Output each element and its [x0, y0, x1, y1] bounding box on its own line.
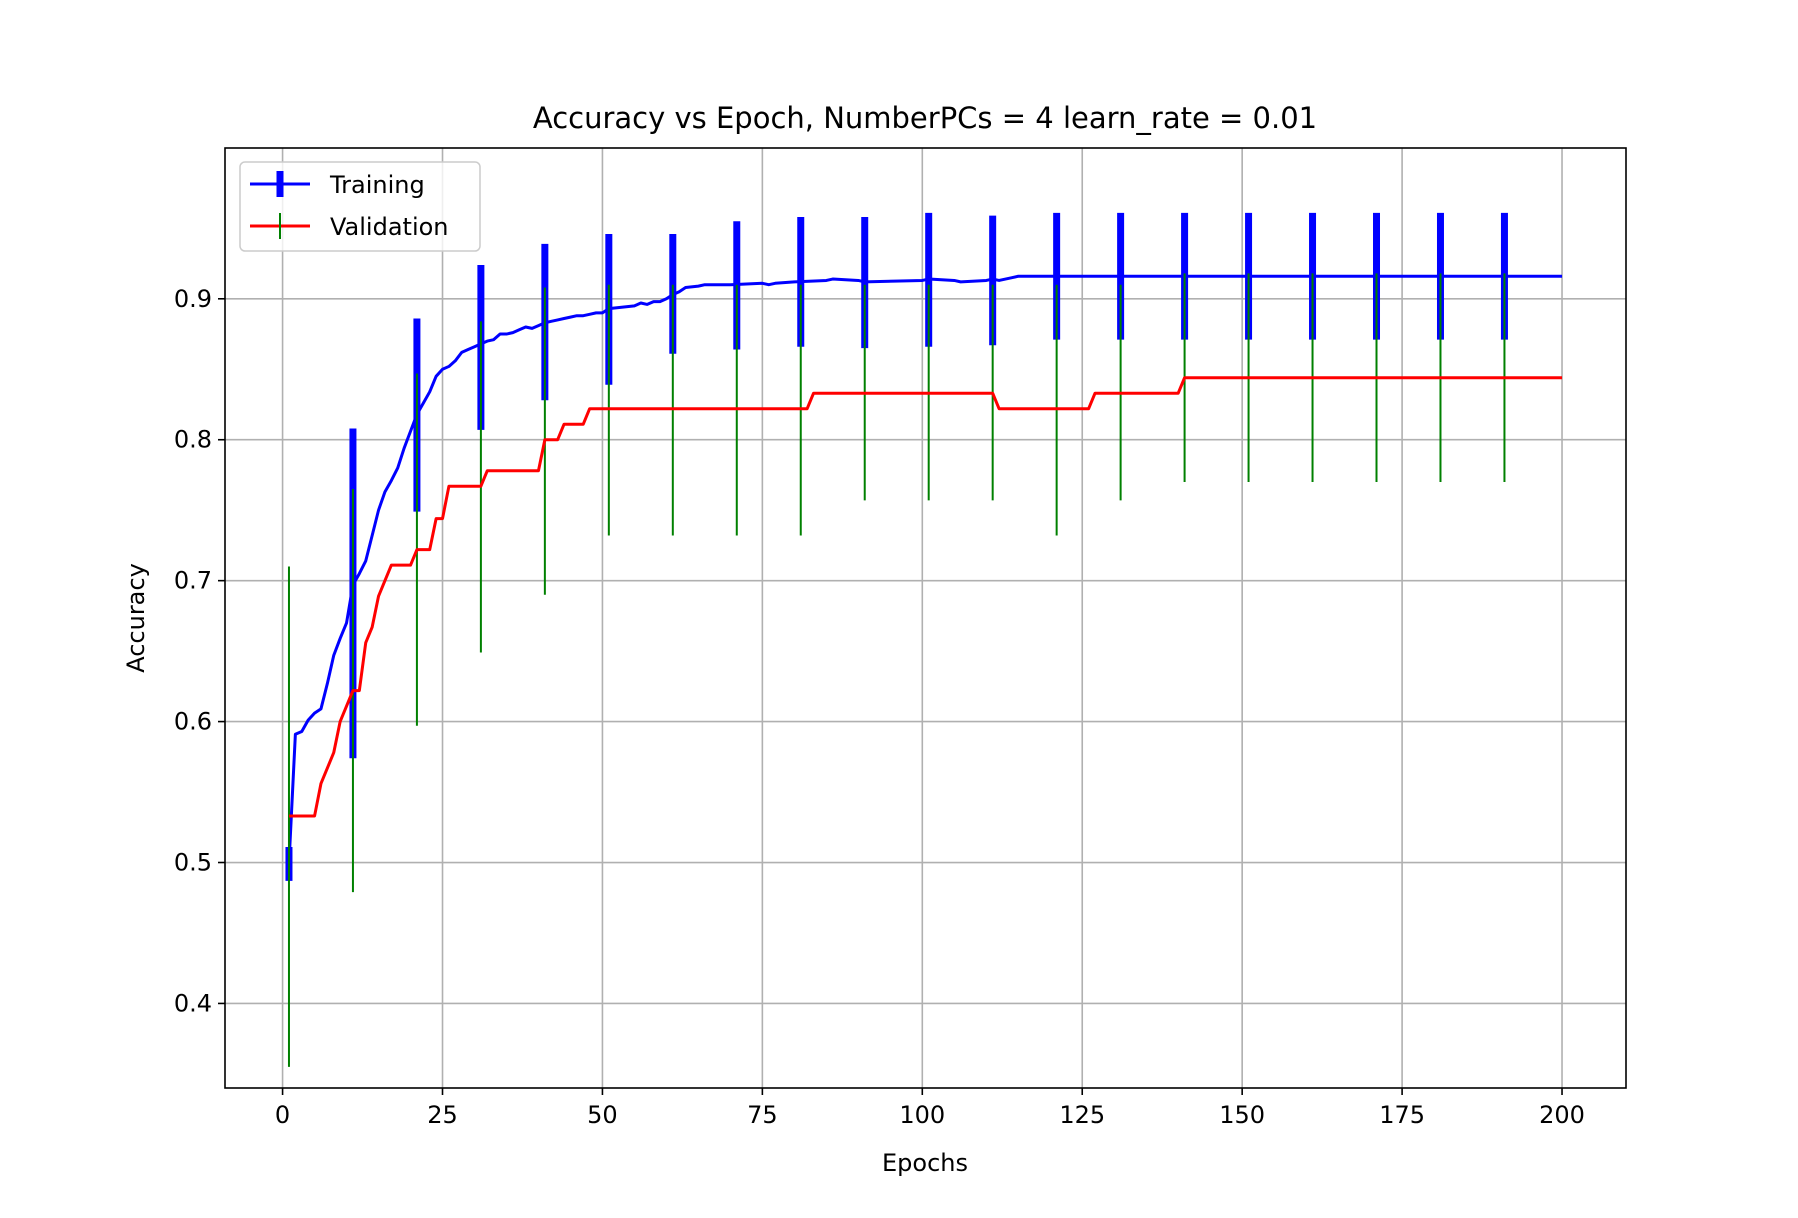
x-axis-label: Epochs [882, 1149, 968, 1177]
legend-training-label: Training [329, 171, 425, 199]
x-tick-label: 100 [899, 1101, 945, 1129]
y-tick-label: 0.6 [174, 708, 212, 736]
training-line [287, 274, 1563, 864]
chart-title: Accuracy vs Epoch, NumberPCs = 4 learn_r… [533, 101, 1317, 135]
x-tick-label: 25 [427, 1101, 458, 1129]
x-tick-label: 200 [1539, 1101, 1585, 1129]
legend-validation-label: Validation [330, 213, 449, 241]
legend: Training Validation [239, 161, 481, 252]
plot-frame [224, 147, 1627, 1089]
y-tick-label: 0.8 [174, 426, 212, 454]
y-tick-label: 0.4 [174, 989, 212, 1017]
series-layer [285, 212, 1563, 1067]
y-tick-label: 0.9 [174, 285, 212, 313]
y-tick-label: 0.7 [174, 567, 212, 595]
x-tick-label: 150 [1219, 1101, 1265, 1129]
validation-line [288, 376, 1563, 818]
x-tick-label: 175 [1379, 1101, 1425, 1129]
x-tick-label: 0 [275, 1101, 290, 1129]
y-tick-label: 0.5 [174, 849, 212, 877]
x-tick-label: 75 [747, 1101, 778, 1129]
y-axis-label: Accuracy [122, 563, 150, 673]
x-tick-label: 50 [587, 1101, 618, 1129]
ticks: 0 25 50 75 100 125 150 175 200 0.4 0.5 0.6 0.7 0.8 0.9 [174, 285, 1585, 1129]
x-tick-label: 125 [1059, 1101, 1105, 1129]
